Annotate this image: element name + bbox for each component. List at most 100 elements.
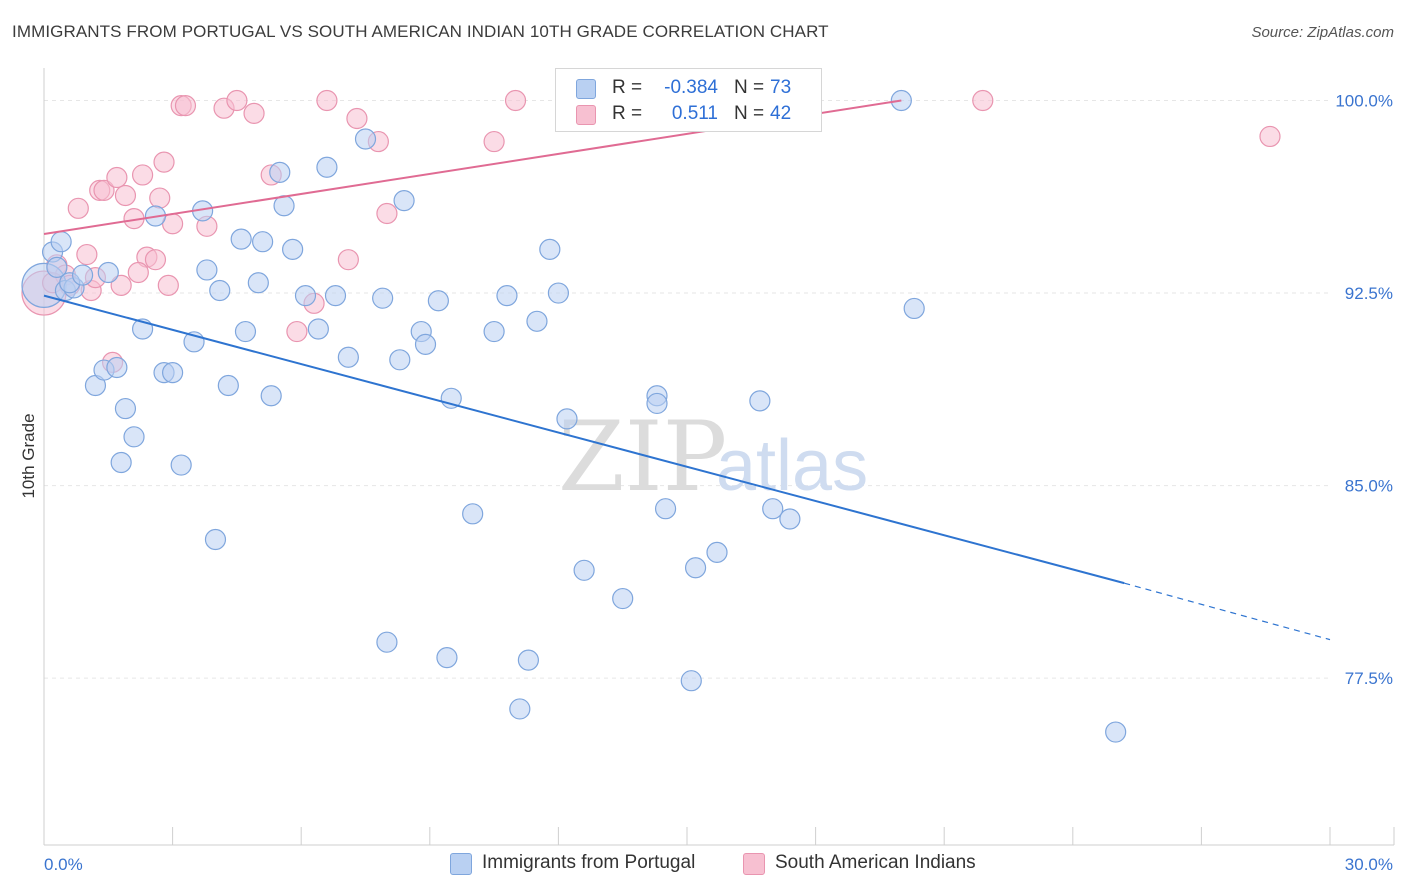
data-point	[646, 392, 668, 415]
data-point	[46, 256, 68, 278]
data-point	[123, 426, 145, 448]
data-point	[612, 587, 634, 610]
data-point	[749, 390, 771, 412]
data-point	[316, 156, 338, 178]
data-point	[131, 164, 154, 186]
data-point	[76, 243, 98, 266]
data-point	[903, 297, 925, 320]
y-tick-label: 85.0%	[1345, 477, 1393, 496]
data-point	[372, 287, 394, 309]
data-point	[226, 89, 248, 112]
data-point	[144, 249, 167, 271]
data-point	[269, 161, 291, 183]
data-point	[106, 166, 128, 189]
data-point	[209, 279, 231, 302]
data-point	[252, 231, 274, 253]
watermark: ZIP atlas	[558, 401, 868, 513]
data-point	[539, 238, 561, 261]
data-point	[307, 318, 329, 340]
data-point	[282, 238, 304, 261]
data-point	[389, 349, 411, 371]
legend-r-value: 0.511	[671, 103, 718, 124]
data-point	[153, 151, 175, 173]
x-tick-label: 30.0%	[1345, 855, 1393, 874]
data-point	[294, 285, 317, 307]
data-point	[509, 698, 531, 720]
legend-r-value: -0.384	[664, 77, 718, 98]
data-point	[654, 498, 677, 520]
data-point	[114, 184, 137, 207]
data-point	[174, 95, 197, 117]
data-point	[114, 397, 137, 420]
trend-lines	[43, 99, 1331, 641]
y-tick-label: 100.0%	[1335, 92, 1393, 111]
data-point	[67, 197, 89, 219]
data-point	[354, 128, 377, 150]
chart-title: IMMIGRANTS FROM PORTUGAL VS SOUTH AMERIC…	[12, 22, 829, 41]
data-point	[170, 454, 192, 476]
data-point	[162, 362, 184, 384]
data-point	[234, 320, 257, 343]
watermark-zip: ZIP	[558, 401, 727, 513]
data-point	[972, 89, 994, 112]
trend-line-portugal	[43, 294, 1125, 585]
y-tick-label: 92.5%	[1345, 284, 1393, 303]
data-point	[414, 333, 437, 355]
data-point	[547, 282, 570, 304]
trend-line-portugal-extension	[1124, 582, 1331, 641]
data-point	[97, 261, 119, 284]
y-tick-label: 77.5%	[1345, 669, 1393, 688]
legend-r-label: R =	[612, 77, 643, 98]
data-point	[337, 346, 359, 368]
data-point	[247, 272, 269, 294]
data-point	[393, 190, 415, 212]
y-axis-title: 10th Grade	[19, 413, 38, 498]
data-point	[110, 451, 132, 474]
x-tick-label: 0.0%	[44, 855, 83, 874]
data-point	[556, 408, 578, 430]
data-point	[436, 646, 458, 669]
data-point	[217, 374, 239, 397]
data-point	[684, 557, 707, 579]
data-point	[573, 559, 595, 581]
data-point	[427, 290, 449, 312]
data-point	[50, 231, 72, 253]
stats-legend: R = -0.384 N = 73 R = 0.511 N = 42	[555, 68, 822, 132]
data-point	[93, 179, 115, 201]
legend-swatch-blue	[576, 79, 596, 99]
legend-n-label: N =	[734, 77, 765, 98]
data-point	[243, 102, 265, 124]
legend-r-label: R =	[612, 103, 643, 124]
axis-layer	[43, 68, 1395, 846]
legend-row-south-american-indians: R = 0.511 N = 42	[556, 101, 821, 127]
data-point	[106, 356, 128, 379]
data-point	[324, 285, 347, 307]
bottom-legend-label: South American Indians	[775, 852, 976, 873]
data-point	[71, 264, 94, 286]
data-point	[517, 649, 539, 671]
data-point	[376, 202, 398, 225]
data-point	[376, 631, 398, 653]
series-south-american-indians	[21, 89, 1281, 373]
data-point	[779, 508, 801, 530]
data-point	[483, 320, 505, 343]
data-point	[230, 228, 252, 250]
data-point	[1105, 721, 1127, 743]
data-point	[762, 498, 784, 520]
legend-n-value: 73	[770, 77, 792, 98]
data-point	[462, 503, 484, 525]
bottom-legend-label: Immigrants from Portugal	[482, 852, 696, 873]
series-immigrants-from-portugal	[21, 89, 1127, 743]
data-point	[483, 130, 505, 153]
data-point	[526, 310, 548, 332]
data-point	[316, 89, 338, 112]
watermark-atlas: atlas	[716, 426, 868, 506]
data-point	[680, 670, 702, 692]
bottom-legend-swatch-blue	[450, 853, 472, 875]
data-point	[157, 274, 179, 296]
data-point	[260, 385, 282, 407]
source-label: Source: ZipAtlas.com	[1251, 24, 1394, 41]
legend-n-label: N =	[734, 103, 765, 124]
data-point	[346, 107, 368, 130]
